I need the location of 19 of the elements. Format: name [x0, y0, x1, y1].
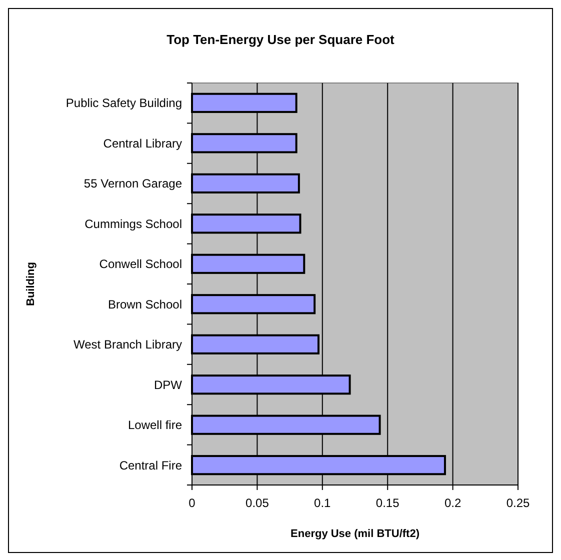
x-tick-label: 0.15: [376, 496, 400, 510]
y-tick-label: Lowell fire: [128, 418, 182, 432]
y-tick-label: 55 Vernon Garage: [84, 176, 182, 191]
x-tick-label: 0.1: [314, 496, 332, 510]
y-tick-label: DPW: [154, 378, 183, 392]
x-tick-label: 0.2: [444, 496, 462, 510]
y-axis-title: Building: [25, 262, 37, 306]
x-tick-label: 0: [188, 496, 196, 510]
y-tick-label: Public Safety Building: [66, 96, 182, 110]
chart-title: Top Ten-Energy Use per Square Foot: [166, 32, 396, 47]
y-tick-label: Central Library: [103, 136, 182, 150]
y-tick-label: Conwell School: [99, 257, 182, 272]
x-tick-label: 0.05: [246, 496, 270, 510]
y-tick-label: West Branch Library: [74, 338, 182, 352]
x-axis-title: Energy Use (mil BTU/ft2): [290, 528, 420, 540]
y-tick-label: Brown School: [108, 297, 182, 312]
x-tick-label: 0.25: [506, 496, 530, 510]
y-tick-label: Cummings School: [84, 216, 182, 231]
y-tick-label: Central Fire: [119, 458, 182, 472]
